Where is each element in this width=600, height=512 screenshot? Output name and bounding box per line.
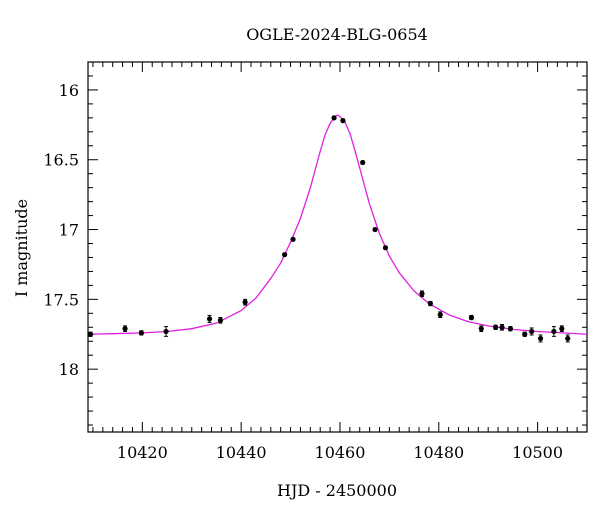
data-point <box>372 226 378 233</box>
data-point <box>478 326 484 332</box>
data-point <box>551 328 557 335</box>
data-point <box>87 331 94 337</box>
data-point <box>499 324 505 330</box>
data-point <box>437 312 443 318</box>
data-point <box>138 330 144 336</box>
y-tick-label: 17 <box>59 221 79 240</box>
model-curve <box>88 114 587 335</box>
data-point <box>559 326 565 332</box>
y-tick-label: 17.5 <box>43 290 79 309</box>
x-tick-label: 10440 <box>216 443 267 462</box>
data-point <box>242 299 248 305</box>
chart-title: OGLE-2024-BLG-0654 <box>246 25 428 44</box>
plot-area: 10420 10440 10460 10480 10500 16 16.5 17 17.5 18 <box>43 61 588 462</box>
y-tick-label: 16.5 <box>43 151 79 170</box>
data-point <box>206 316 213 322</box>
y-tick-label: 16 <box>59 81 79 100</box>
data-point <box>529 328 535 335</box>
x-tick-label: 10480 <box>413 443 464 462</box>
data-point <box>282 252 288 258</box>
plot-frame <box>87 61 588 433</box>
x-tick-label: 10420 <box>117 443 168 462</box>
data-point <box>122 326 128 332</box>
x-tick-label: 10460 <box>315 443 366 462</box>
data-point <box>360 159 366 166</box>
data-point <box>427 300 433 307</box>
data-point <box>419 291 425 297</box>
data-point <box>217 317 224 323</box>
data-point <box>340 118 346 124</box>
data-point <box>331 115 337 121</box>
data-point <box>163 328 169 335</box>
data-point <box>537 335 544 342</box>
data-point <box>492 324 499 330</box>
data-point <box>507 326 514 332</box>
x-axis-label: HJD - 2450000 <box>277 481 397 500</box>
x-tick-label: 10500 <box>512 443 563 462</box>
data-point <box>382 245 389 251</box>
y-tick-label: 18 <box>59 360 79 379</box>
data-point <box>290 236 296 242</box>
data-point <box>468 314 474 321</box>
data-point <box>565 335 571 342</box>
y-axis-label: I magnitude <box>12 199 31 297</box>
data-point <box>522 331 528 337</box>
